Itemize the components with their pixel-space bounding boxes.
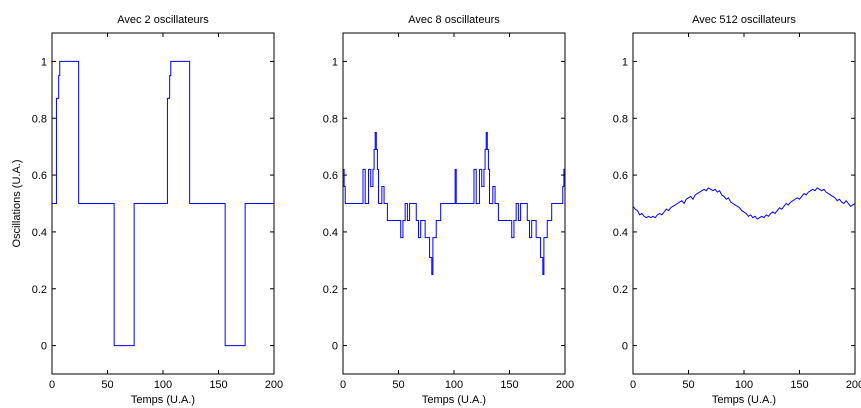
x-tick-label: 0 [340,379,346,391]
x-tick-label: 100 [445,379,463,391]
data-series-line [52,60,274,347]
chart-title: Avec 512 oscillateurs [692,14,796,26]
x-tick-label: 150 [500,379,518,391]
x-axis-label: Temps (U.A.) [712,394,776,406]
x-tick-label: 200 [556,379,574,391]
y-tick-label: 0.2 [323,284,338,296]
y-tick-label: 0.2 [32,284,47,296]
chart-title: Avec 2 oscillateurs [117,14,209,26]
subplot-3: 0 50 100 150 200 0 0.2 0.4 0.6 0.8 1 Avec 512 oscil… [613,14,861,406]
y-tick-label: 0.4 [32,227,47,239]
y-tick-label: 0.4 [613,227,628,239]
x-tick-label: 0 [49,379,55,391]
x-tick-label: 200 [265,379,283,391]
x-tick-label: 50 [101,379,113,391]
y-tick-label: 0.8 [32,113,47,125]
x-tick-label: 200 [846,379,861,391]
y-tick-label: 0 [41,341,47,353]
x-tick-label: 100 [735,379,753,391]
y-tick-label: 0.6 [613,170,628,182]
y-tick-label: 1 [332,56,338,68]
x-tick-label: 50 [392,379,404,391]
y-tick-label: 0.4 [323,227,338,239]
x-tick-label: 150 [209,379,227,391]
y-axis-label: Oscillations (U.A.) [11,159,23,247]
subplot-2: 0 50 100 150 200 0 0.2 0.4 0.6 0.8 1 Avec 8 oscilla… [323,14,574,406]
y-tick-label: 0.8 [323,113,338,125]
y-tick-label: 0.6 [323,170,338,182]
y-tick-label: 1 [41,56,47,68]
y-tick-label: 1 [622,56,628,68]
y-tick-label: 0 [622,341,628,353]
data-series-line [632,187,856,220]
x-tick-label: 150 [790,379,808,391]
x-tick-label: 50 [682,379,694,391]
axes-frame [632,32,856,375]
y-tick-label: 0.2 [613,284,628,296]
chart-title: Avec 8 oscillateurs [408,14,500,26]
data-series-line [343,131,565,276]
x-tick-label: 0 [630,379,636,391]
x-tick-label: 100 [154,379,172,391]
x-axis-label: Temps (U.A.) [131,394,195,406]
y-tick-label: 0.8 [613,113,628,125]
x-axis-label: Temps (U.A.) [422,394,486,406]
y-tick-label: 0 [332,341,338,353]
y-tick-label: 0.6 [32,170,47,182]
subplot-1: 0 50 100 150 200 0 0.2 0.4 0.6 0.8 1 Avec 2 oscilla… [11,14,283,406]
